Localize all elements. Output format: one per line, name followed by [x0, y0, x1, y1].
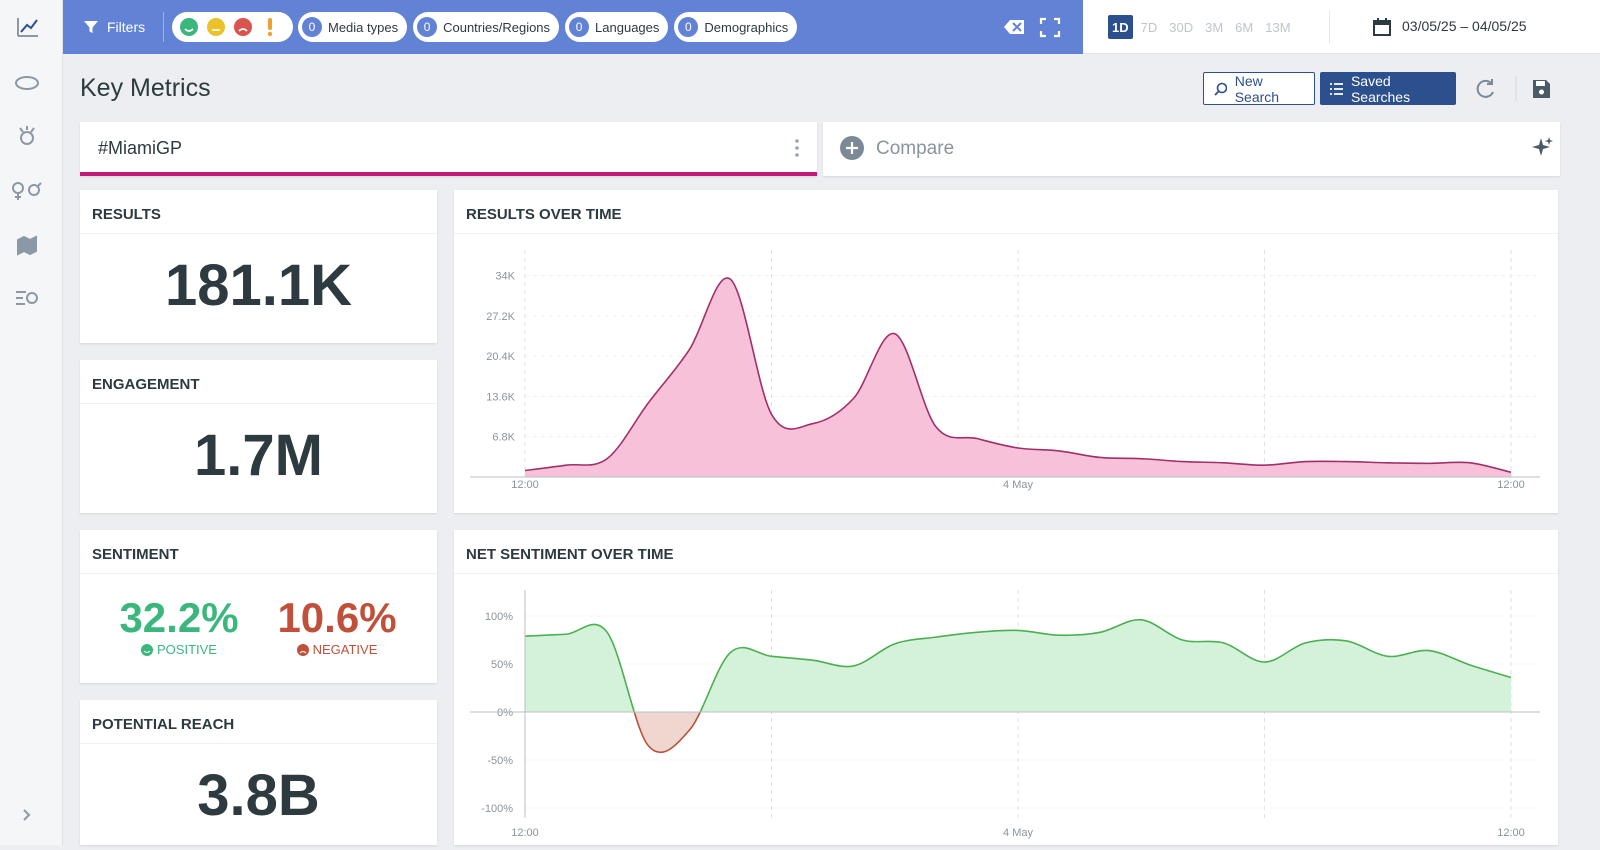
chip-count: 0: [569, 17, 590, 37]
bar-actions: [1004, 17, 1061, 38]
chip-label: Media types: [328, 19, 399, 35]
ai-icon[interactable]: [1531, 136, 1553, 158]
filter-bar: Filters 0 Media types 0 Countries/Regions 0 L…: [63, 0, 1083, 54]
negative-label-row: NEGATIVE: [258, 642, 416, 657]
date-bar: 1D 7D 30D 3M 6M 13M 03/05/25 – 04/05/25: [1083, 0, 1600, 54]
icon-topics[interactable]: [16, 291, 26, 305]
range-buttons: 1D 7D 30D 3M 6M 13M: [1108, 15, 1295, 39]
chip-label: Languages: [595, 19, 660, 35]
funnel-icon: [84, 21, 98, 33]
filter-chips: 0 Media types 0 Countries/Regions 0 Languages…: [298, 12, 798, 42]
card-title: POTENTIAL REACH: [80, 700, 437, 744]
chip-label: Demographics: [704, 19, 789, 35]
positive-value: 32.2%: [119, 594, 239, 641]
sidebar-icons: [12, 18, 42, 821]
compare-label: Compare: [876, 138, 955, 159]
page-title: Key Metrics: [80, 74, 211, 102]
date-range[interactable]: 03/05/25 – 04/05/25: [1402, 18, 1527, 34]
card-title: RESULTS: [80, 190, 437, 234]
metric-value: 3.8B: [197, 763, 320, 828]
filters-button[interactable]: Filters: [83, 14, 145, 40]
sentiment-filter[interactable]: [172, 12, 293, 42]
search-query: #MiamiGP: [98, 138, 183, 158]
search-icon: [1214, 82, 1227, 96]
new-search-button[interactable]: New Search: [1203, 72, 1315, 105]
results-chart-panel: RESULTS OVER TIME: [454, 190, 1558, 513]
fullscreen-icon[interactable]: [1039, 17, 1061, 38]
header-actions: [1476, 76, 1550, 102]
icon-gender2: [28, 184, 40, 196]
filter-chip[interactable]: 0 Languages: [565, 12, 669, 42]
compare-box[interactable]: Compare: [823, 122, 1560, 176]
icon-cloud[interactable]: [15, 76, 39, 90]
results-card: RESULTS 181.1K: [80, 190, 437, 343]
negative-label: NEGATIVE: [312, 642, 378, 657]
add-icon: [840, 136, 864, 160]
divider: [163, 12, 164, 42]
metric-value: 181.1K: [164, 253, 353, 318]
search-box[interactable]: #MiamiGP: [80, 122, 817, 176]
saved-searches-button[interactable]: Saved Searches: [1320, 72, 1456, 105]
chip-label: Countries/Regions: [443, 19, 551, 35]
reach-card: POTENTIAL REACH 3.8B: [80, 700, 437, 845]
chart-title: NET SENTIMENT OVER TIME: [454, 530, 1558, 574]
filter-chip[interactable]: 0 Media types: [298, 12, 408, 42]
positive-label-row: POSITIVE: [100, 642, 258, 657]
divider: [1329, 10, 1330, 44]
icon-influence[interactable]: [20, 131, 34, 145]
refresh-icon[interactable]: [1476, 79, 1494, 98]
negative-icon: [296, 643, 309, 656]
positive-icon: [141, 643, 154, 656]
metric-value: 1.7M: [194, 423, 323, 488]
sentiment-card: SENTIMENT 32.2% POSITIVE 10.6% NEGATIVE: [80, 530, 437, 683]
icon-topics-lens: [26, 292, 38, 304]
chip-count: 0: [678, 17, 699, 37]
chart-title: RESULTS OVER TIME: [454, 190, 1558, 234]
icon-gender[interactable]: [12, 182, 24, 194]
list-icon: [1330, 82, 1343, 95]
clear-icon[interactable]: [1004, 20, 1024, 34]
calendar-icon[interactable]: [1372, 17, 1392, 37]
range-button[interactable]: 1D: [1108, 15, 1133, 39]
range-button[interactable]: 13M: [1265, 19, 1291, 35]
button-label: Saved Searches: [1350, 72, 1411, 105]
range-button[interactable]: 6M: [1235, 19, 1254, 35]
engagement-card: ENGAGEMENT 1.7M: [80, 360, 437, 513]
sentiment-chart-panel: NET SENTIMENT OVER TIME: [454, 530, 1558, 845]
icon-influence-rays: [19, 126, 35, 133]
more-icon[interactable]: [794, 138, 800, 158]
chip-count: 0: [417, 17, 438, 37]
negative-value: 10.6%: [277, 594, 397, 641]
range-button[interactable]: 7D: [1140, 19, 1158, 35]
button-label: New Search: [1234, 72, 1280, 105]
range-button[interactable]: 3M: [1205, 19, 1224, 35]
card-title: ENGAGEMENT: [80, 360, 437, 404]
icon-gender-marks: [15, 182, 42, 200]
chip-count: 0: [302, 17, 322, 37]
icon-analytics: [20, 19, 38, 33]
range-button[interactable]: 30D: [1169, 19, 1194, 35]
card-title: SENTIMENT: [80, 530, 437, 574]
expand-chevron[interactable]: [23, 809, 31, 821]
sidebar: [0, 0, 63, 845]
filter-chip[interactable]: 0 Demographics: [674, 12, 798, 42]
sentiment-icons: [180, 18, 273, 37]
filters-label: Filters: [107, 19, 146, 35]
filter-chip[interactable]: 0 Countries/Regions: [413, 12, 560, 42]
positive-label: POSITIVE: [157, 642, 217, 657]
icon-map[interactable]: [17, 235, 37, 256]
